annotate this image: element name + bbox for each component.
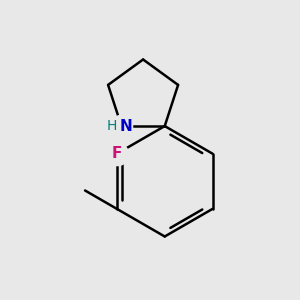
Text: H: H <box>106 119 116 133</box>
Text: F: F <box>112 146 122 161</box>
Text: N: N <box>120 118 132 134</box>
